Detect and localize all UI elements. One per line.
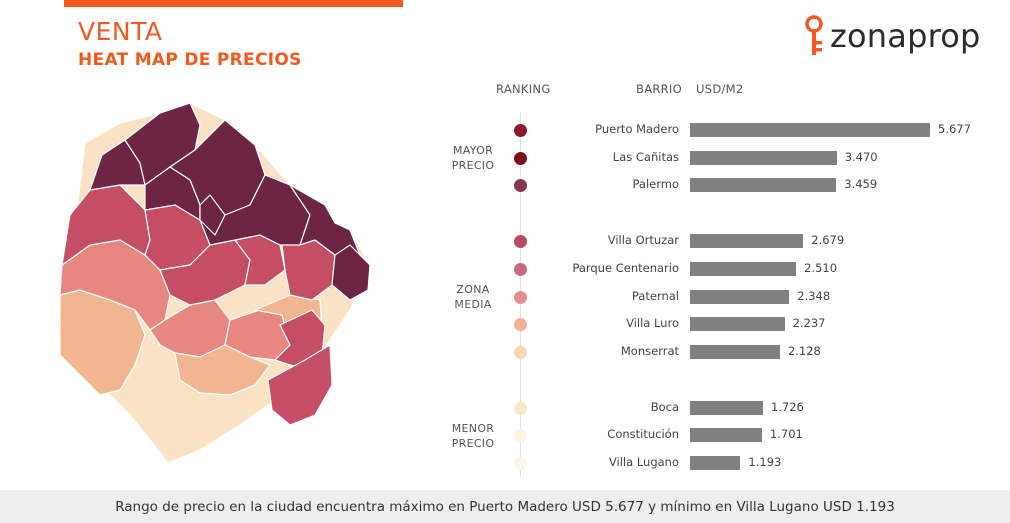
rank-dot: [514, 262, 527, 276]
neighborhood-shape: [199, 194, 226, 236]
column-header-unit: USD/M2: [696, 82, 744, 96]
neighborhood-shape: [174, 344, 271, 396]
price-group-label-line: MEDIA: [454, 297, 492, 311]
rank-dot: [514, 290, 527, 304]
price-value-label: 5.677: [938, 122, 971, 136]
footer-summary: Rango de precio en la ciudad encuentra m…: [115, 499, 895, 515]
price-bar: [690, 428, 762, 442]
price-bar: [690, 456, 741, 470]
barrio-label: Villa Lugano: [608, 455, 679, 469]
price-group-label-line: PRECIO: [451, 158, 495, 172]
accent-top-bar: [64, 0, 403, 7]
price-value-label: 2.128: [787, 344, 821, 358]
rank-dot: [514, 428, 527, 442]
price-value-label: 2.348: [797, 289, 831, 303]
rank-dot: [514, 234, 527, 248]
price-bar: [690, 345, 780, 359]
rank-dot: [514, 401, 527, 415]
price-bar: [690, 401, 763, 415]
barrio-label: Villa Ortuzar: [607, 233, 679, 247]
barrio-label: Monserrat: [620, 344, 679, 358]
price-group-label: MAYOR PRECIO: [445, 143, 501, 173]
price-value-label: 1.726: [770, 400, 804, 414]
key-icon: [805, 15, 823, 55]
barrio-label: Las Cañitas: [612, 150, 679, 164]
price-bar: [690, 151, 837, 165]
price-group-label-line: PRECIO: [451, 436, 495, 450]
price-bar: [690, 234, 804, 248]
price-group-label-line: MAYOR: [452, 143, 494, 157]
price-value-label: 3.470: [844, 150, 878, 164]
price-value-label: 2.510: [804, 261, 838, 275]
price-value-label: 1.193: [748, 455, 782, 469]
price-bar: [690, 290, 790, 304]
column-header-barrio: BARRIO: [636, 82, 682, 96]
barrio-label: Constitución: [607, 427, 679, 441]
barrio-label: Puerto Madero: [595, 122, 679, 136]
price-group-label-line: ZONA: [456, 282, 490, 296]
price-bar: [690, 178, 837, 192]
column-header-ranking: RANKING: [496, 82, 551, 96]
price-value-label: 1.701: [769, 427, 803, 441]
rank-dot: [514, 151, 527, 165]
rank-dot: [514, 317, 527, 331]
price-group-label: ZONA MEDIA: [445, 282, 501, 312]
price-bar: [690, 123, 930, 137]
price-value-label: 3.459: [844, 177, 878, 191]
buenos-aires-heat-map: [57, 102, 371, 464]
rank-dot: [514, 123, 527, 137]
page-subtitle: HEAT MAP DE PRECIOS: [78, 50, 302, 70]
price-value-label: 2.679: [811, 233, 845, 247]
brand-name: zonaprop: [830, 17, 981, 55]
barrio-label: Paternal: [631, 289, 679, 303]
rank-dot: [514, 345, 527, 359]
price-bar: [690, 317, 785, 331]
barrio-label: Palermo: [632, 177, 680, 191]
price-value-label: 2.237: [792, 316, 826, 330]
barrio-label: Boca: [650, 400, 679, 414]
neighborhood-shape: [331, 244, 371, 301]
price-group-label: MENOR PRECIO: [445, 421, 501, 451]
page-title: VENTA: [78, 17, 163, 46]
neighborhood-shape: [267, 344, 333, 426]
footer-bar: Rango de precio en la ciudad encuentra m…: [0, 490, 1010, 523]
rank-dot: [514, 456, 527, 470]
barrio-label: Villa Luro: [626, 316, 679, 330]
brand-logo[interactable]: zonaprop: [803, 14, 981, 58]
rank-dot: [514, 178, 527, 192]
price-bar: [690, 262, 797, 276]
barrio-label: Parque Centenario: [572, 261, 679, 275]
price-group-label-line: MENOR: [451, 421, 495, 435]
